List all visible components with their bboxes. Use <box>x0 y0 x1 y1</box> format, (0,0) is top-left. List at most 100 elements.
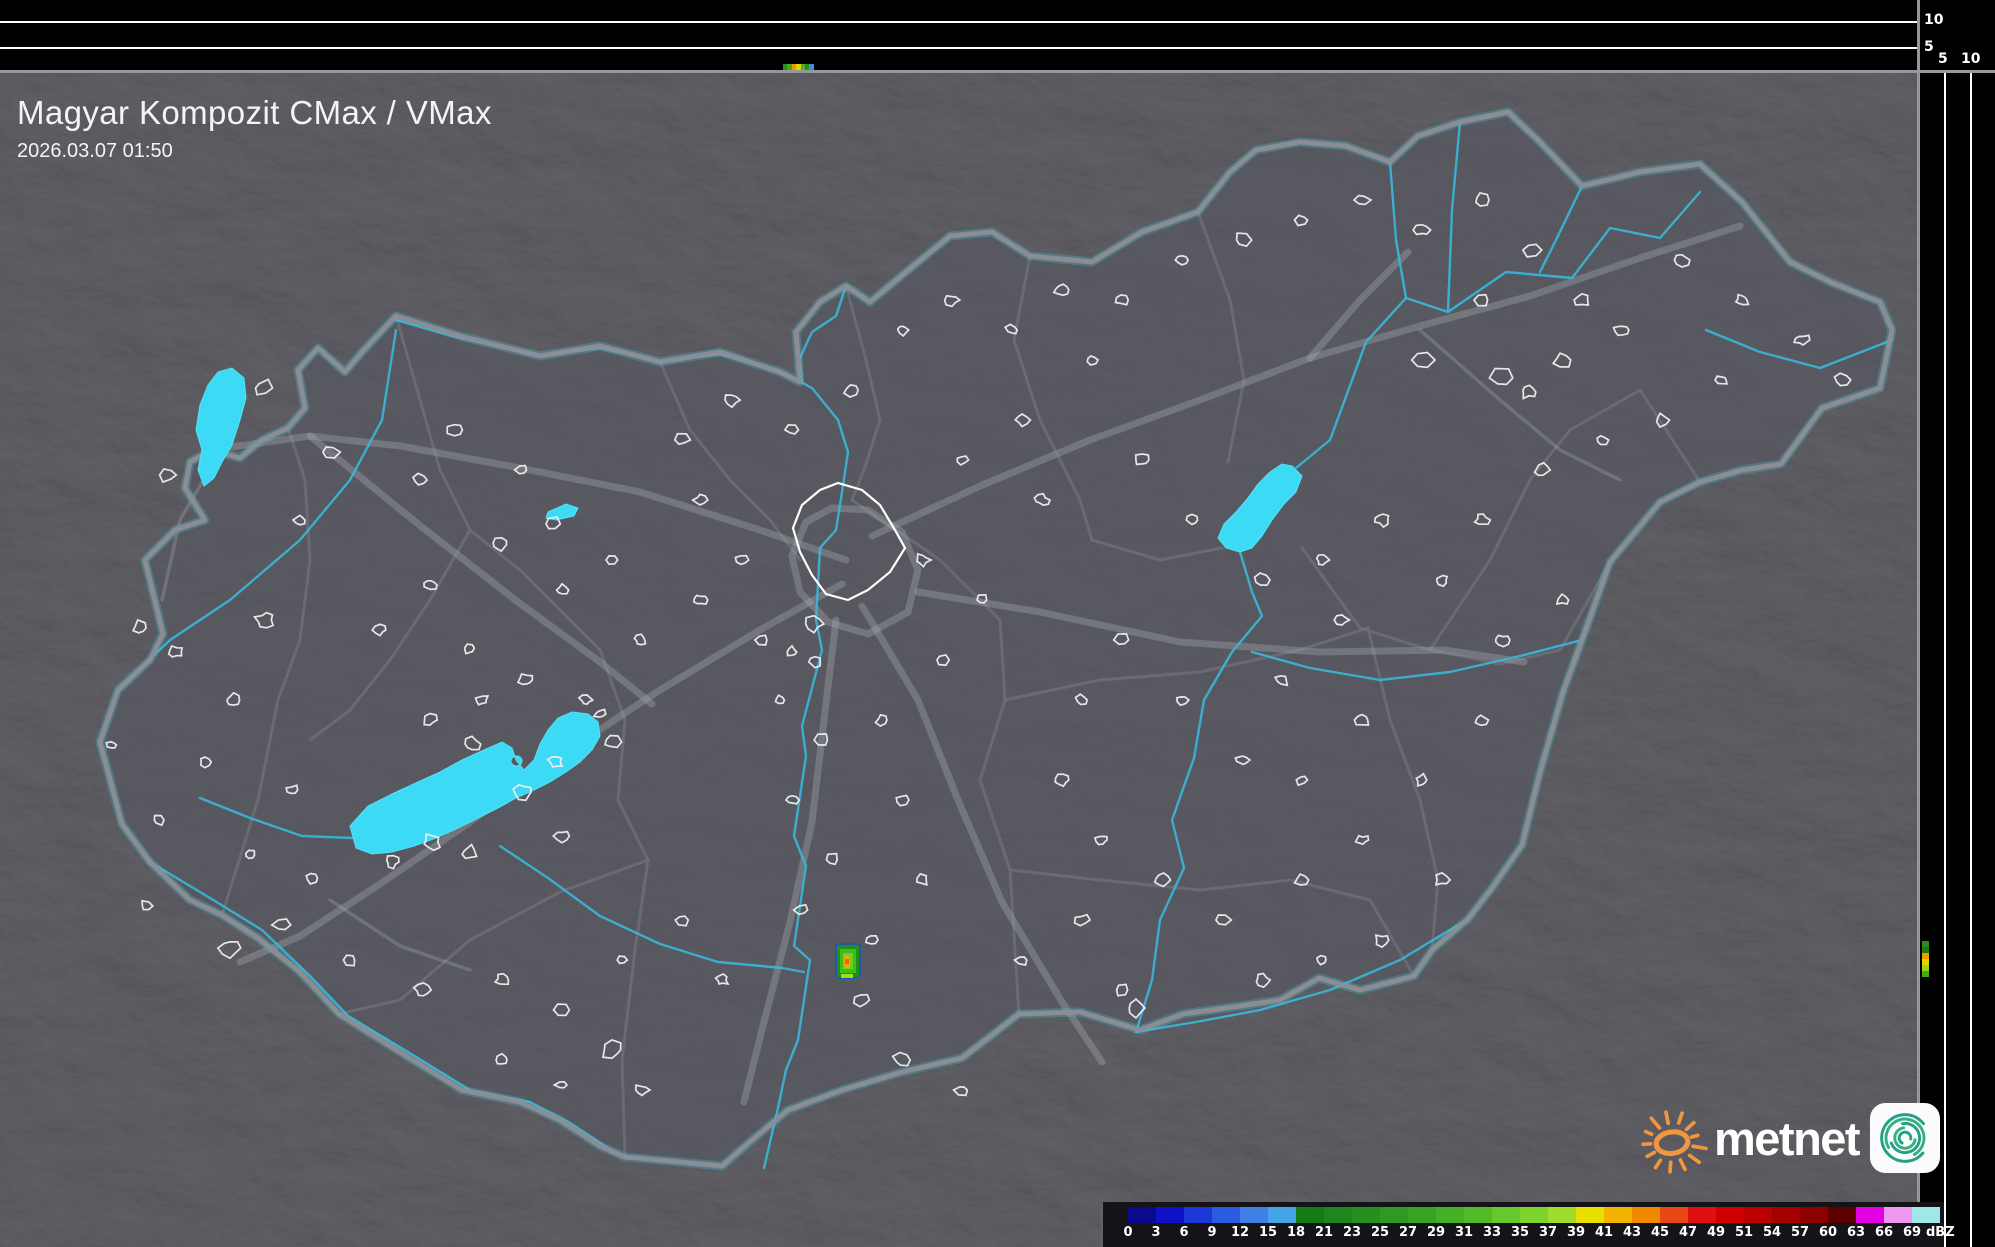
radar-echo-profile-cell <box>805 64 810 70</box>
settlement-outline <box>1315 954 1327 966</box>
legend-tick-label: 25 <box>1370 1225 1390 1240</box>
settlement-outline <box>1410 351 1437 369</box>
settlement-outline <box>1174 254 1190 266</box>
height-gridline-5km <box>0 47 1917 49</box>
settlement-outline <box>105 740 118 749</box>
settlement-outline <box>1474 192 1490 207</box>
settlement-outline <box>512 783 532 802</box>
settlement-outline <box>167 644 184 658</box>
settlement-outline <box>158 468 178 484</box>
settlement-outline <box>153 814 165 827</box>
settlement-outline <box>423 579 438 591</box>
settlement-outline <box>734 554 750 566</box>
legend-cell <box>1296 1207 1324 1223</box>
legend-tick-label: 63 <box>1846 1225 1866 1240</box>
settlement-outline <box>1273 675 1289 687</box>
settlement-outline <box>916 552 934 569</box>
settlement-outline <box>1235 232 1253 248</box>
legend-cell <box>1548 1207 1576 1223</box>
settlement-outline <box>1086 355 1100 366</box>
timestamp: 2026.03.07 01:50 <box>17 140 173 162</box>
settlement-outline <box>634 1084 652 1097</box>
budapest-outline <box>791 481 907 602</box>
legend-tick-label: 54 <box>1762 1225 1782 1240</box>
radar-echo-profile-cell <box>1922 953 1929 959</box>
settlement-outline <box>1074 693 1089 706</box>
legend-tick-label: 9 <box>1207 1225 1217 1240</box>
vmax-right-height-profile <box>1921 0 1995 1247</box>
map-top-border-line <box>0 70 1995 73</box>
settlement-outline <box>516 672 534 686</box>
legend-cell <box>1380 1207 1408 1223</box>
settlement-outline <box>825 852 838 866</box>
legend-tick-label: 27 <box>1398 1225 1418 1240</box>
settlement-outline <box>254 378 274 396</box>
legend-cell <box>1744 1207 1772 1223</box>
legend-cell <box>1408 1207 1436 1223</box>
radar-echo-profile-cell <box>787 64 792 70</box>
legend-cell <box>1828 1207 1856 1223</box>
radar-echo-profile-cell <box>791 64 797 70</box>
settlement-outline <box>546 755 564 768</box>
settlement-outline <box>555 582 570 595</box>
legend-cell <box>1212 1207 1240 1223</box>
settlement-outline <box>226 691 241 706</box>
legend-cell-row <box>1128 1207 1940 1223</box>
legend-tick-label: 31 <box>1454 1225 1474 1240</box>
legend-cell <box>1716 1207 1744 1223</box>
settlement-outline <box>1293 214 1309 227</box>
legend-cell <box>1352 1207 1380 1223</box>
settlement-outline <box>895 794 910 807</box>
vmax-top-height-profile <box>0 0 1995 70</box>
settlement-outline <box>1054 773 1070 788</box>
settlement-outline <box>461 843 478 860</box>
legend-cell <box>1492 1207 1520 1223</box>
legend-cell <box>1268 1207 1296 1223</box>
settlement-outline <box>1551 352 1572 368</box>
legend-tick-label: 43 <box>1622 1225 1642 1240</box>
map-right-border-line <box>1917 0 1920 1247</box>
settlement-outline <box>1533 461 1552 477</box>
settlement-outline <box>513 464 528 475</box>
settlement-outline <box>216 940 242 960</box>
country-border <box>95 107 1897 1171</box>
settlement-outline <box>545 516 562 530</box>
settlement-outline <box>691 493 709 506</box>
height-tick-label-5: 5 <box>1924 39 1934 55</box>
legend-tick-label: 0 <box>1123 1225 1133 1240</box>
settlement-outline <box>1003 323 1019 335</box>
legend-tick-label: 21 <box>1314 1225 1334 1240</box>
settlement-outline <box>371 623 387 637</box>
settlement-outline <box>784 794 801 805</box>
settlement-outline <box>1612 325 1630 337</box>
settlement-outline <box>1234 755 1252 766</box>
legend-cell <box>1660 1207 1688 1223</box>
legend-cell <box>1688 1207 1716 1223</box>
radar-echo-profile-cell <box>1922 941 1929 947</box>
county-borders-layer <box>220 210 1702 1159</box>
settlement-outline <box>1115 983 1129 997</box>
legend-label-row: 0 3 6 9 12 15 18 21 23 25 27 29 31 33 35 37 39 41 43 45 47 49… <box>1114 1225 1954 1240</box>
settlement-outline <box>1596 434 1610 446</box>
settlement-outline <box>1185 513 1199 526</box>
settlement-outline <box>842 383 860 398</box>
legend-cell <box>1884 1207 1912 1223</box>
settlement-outline <box>1175 696 1191 707</box>
settlement-outline <box>864 935 879 945</box>
settlement-outline <box>896 325 910 338</box>
settlement-outline <box>492 536 508 553</box>
settlement-outline <box>495 1052 508 1065</box>
settlement-outline <box>1714 375 1728 385</box>
settlement-outline <box>724 394 742 409</box>
legend-cell <box>1324 1207 1352 1223</box>
legend-tick-label: 49 <box>1706 1225 1726 1240</box>
settlements-layer <box>105 192 1852 1097</box>
radar-echo-profile-cell <box>1922 971 1929 977</box>
settlement-outline <box>1373 513 1390 529</box>
metnet-logo[interactable]: metnet <box>1630 1096 1941 1180</box>
settlement-outline <box>270 917 292 931</box>
settlement-outline <box>1293 873 1310 886</box>
lakes-layer <box>195 367 1303 855</box>
dbz-color-scale: 0 3 6 9 12 15 18 21 23 25 27 29 31 33 35 37 39 41 43 45 47 49… <box>1101 1202 1955 1247</box>
